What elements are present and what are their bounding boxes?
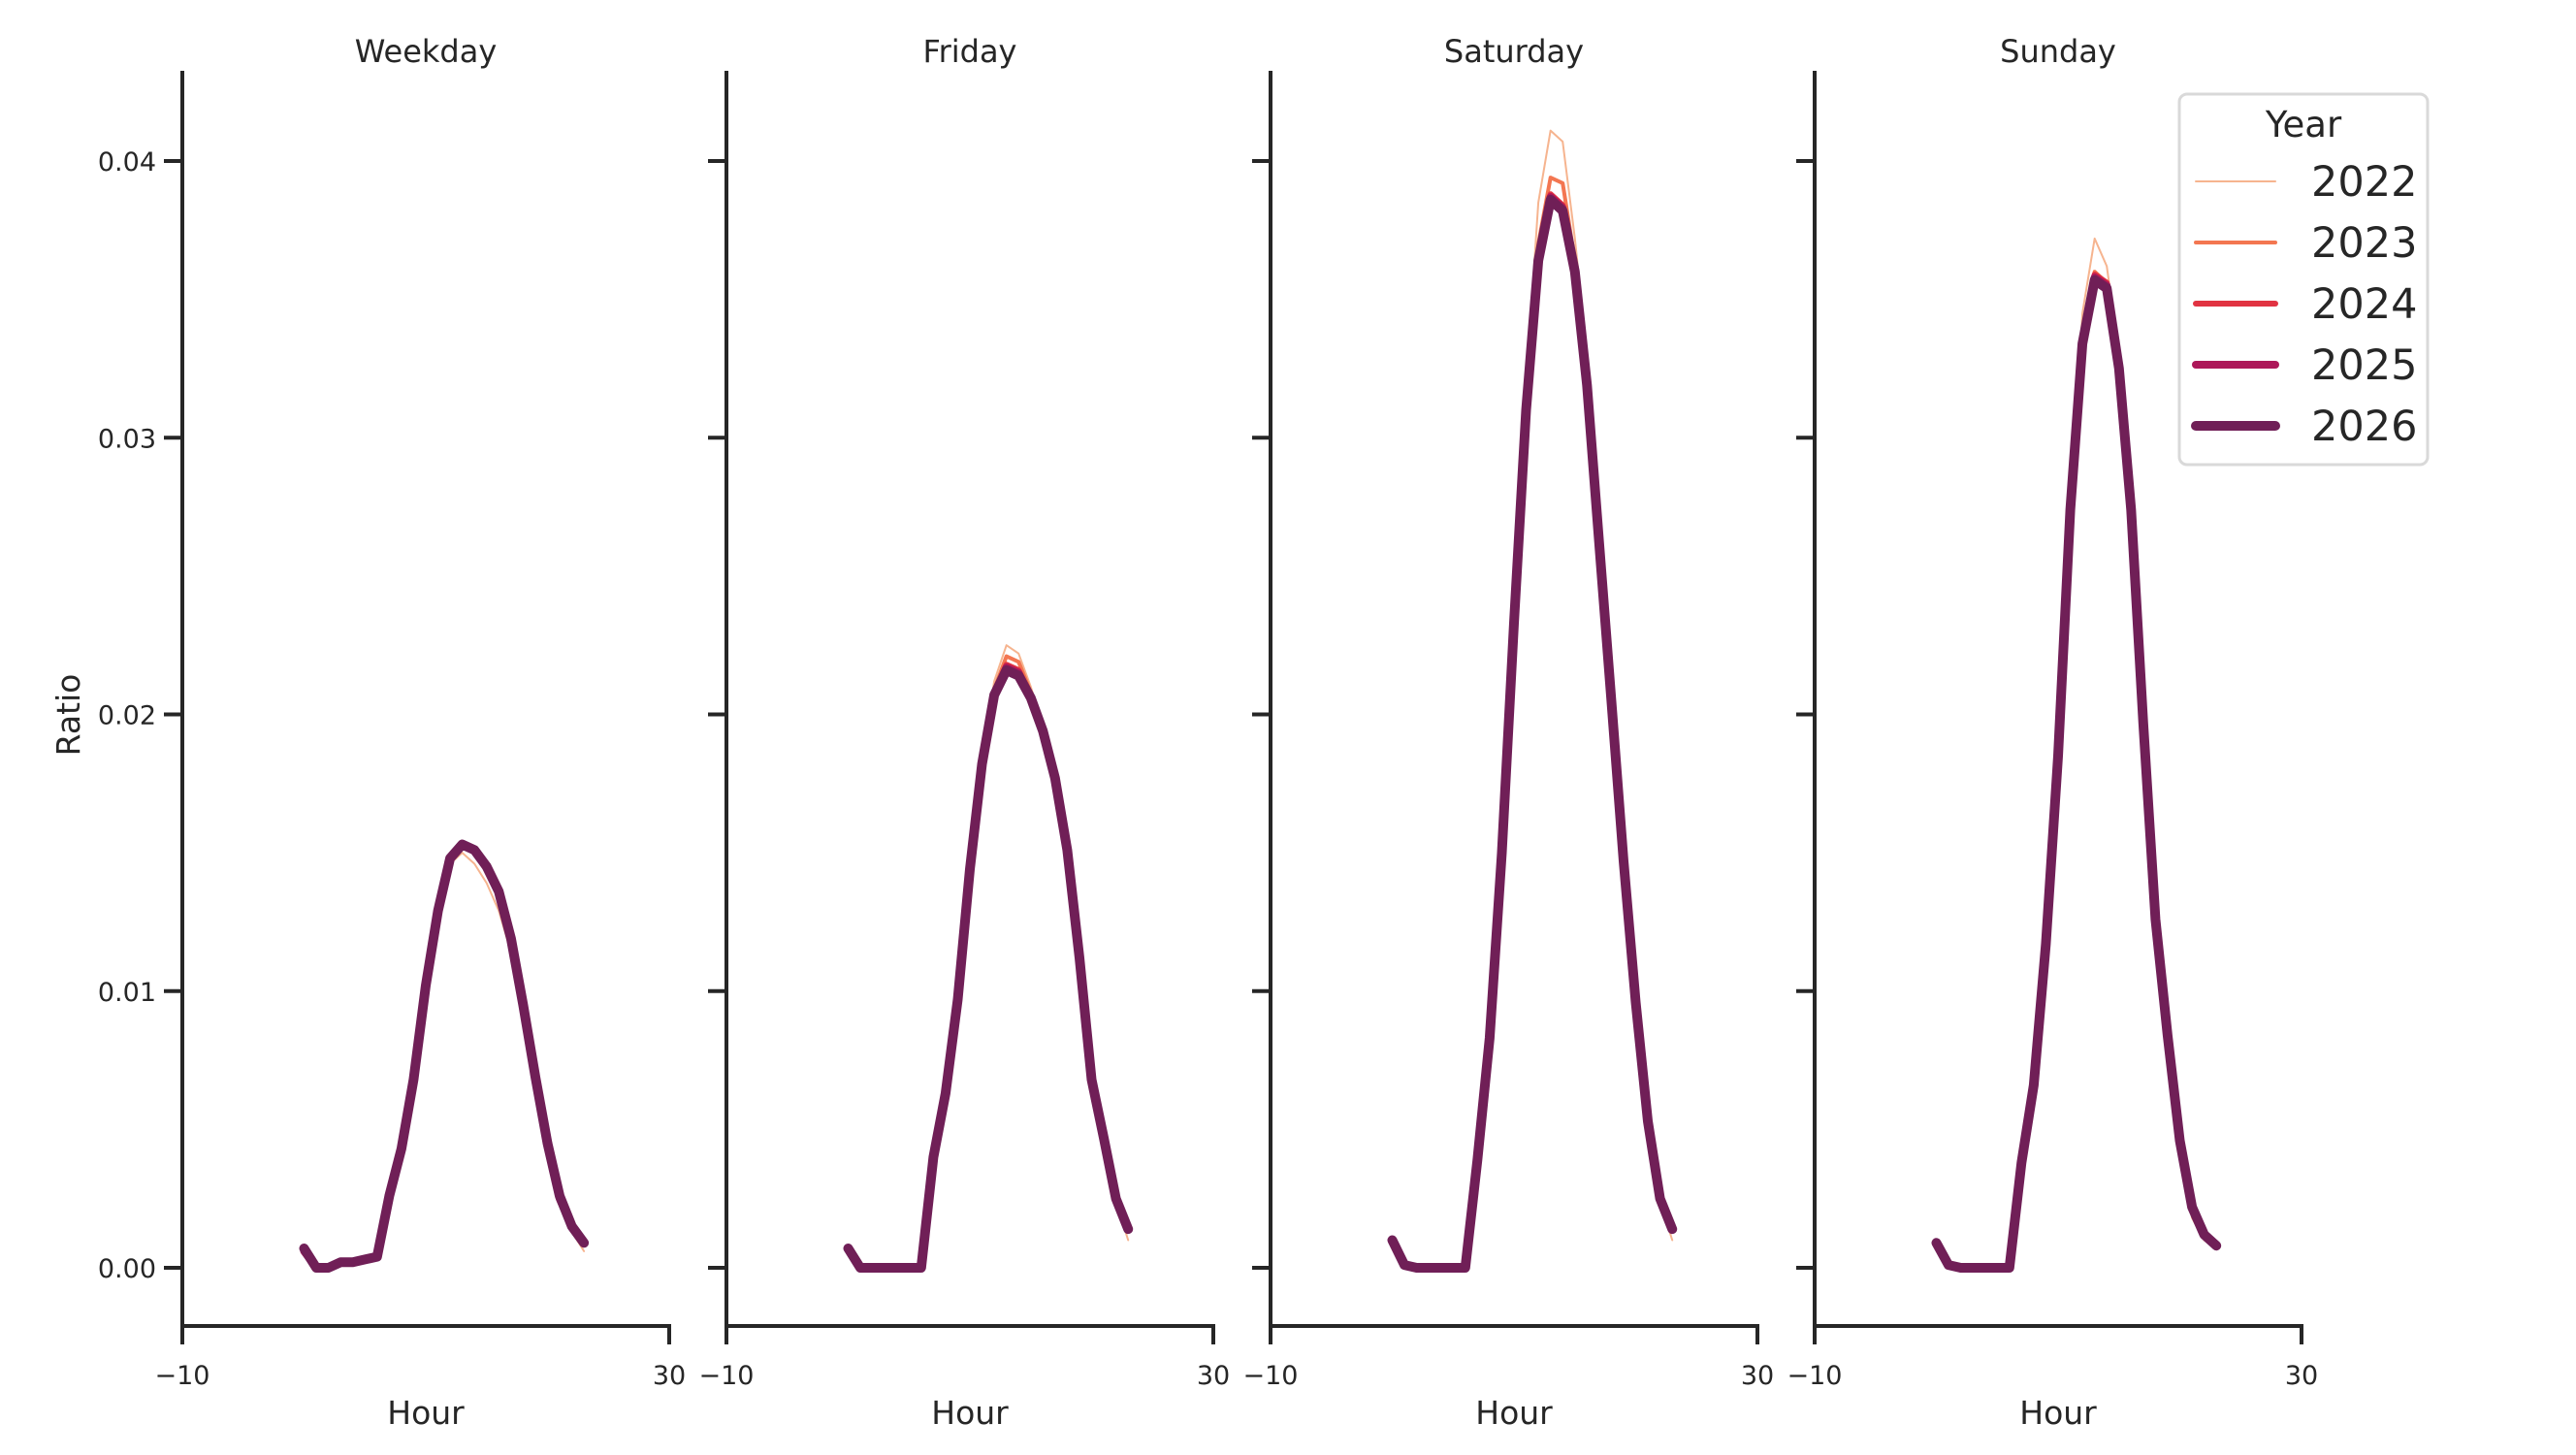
legend-item-2025: 2025 (2192, 341, 2417, 390)
x-tick-label: 30 (1741, 1361, 1774, 1391)
x-axis-label: Hour (1475, 1394, 1553, 1432)
panel-title: Sunday (2000, 33, 2116, 70)
x-tick-label: −10 (699, 1361, 755, 1391)
legend-title: Year (2265, 104, 2342, 146)
y-axis-label: Ratio (49, 674, 87, 757)
legend-item-2022: 2022 (2195, 158, 2417, 207)
series-line-2024 (301, 841, 588, 1271)
series-line-2026 (299, 839, 590, 1273)
panel-title: Friday (923, 33, 1017, 70)
x-tick-label: 30 (653, 1361, 686, 1391)
x-axis-label: Hour (387, 1394, 465, 1432)
x-tick-label: −10 (155, 1361, 210, 1391)
legend-item-2026: 2026 (2191, 403, 2417, 451)
panel-title: Weekday (355, 33, 498, 70)
x-tick-label: −10 (1243, 1361, 1299, 1391)
legend-frame (2177, 92, 2430, 467)
panel-friday: Friday −10 30 Hour (699, 33, 1231, 1432)
legend-label: 2026 (2311, 403, 2417, 451)
series-line-2026 (1931, 275, 2222, 1273)
series-line-2026 (843, 664, 1134, 1273)
panel-weekday: Weekday 0.00 0.01 0.02 0.03 0.04 −10 30 Hour (98, 33, 686, 1432)
x-tick-label: 30 (1197, 1361, 1230, 1391)
series-line-2025 (844, 663, 1133, 1272)
series-line-2022 (303, 852, 586, 1269)
y-tick-label: 0.03 (98, 424, 156, 454)
y-tick-label: 0.02 (98, 701, 156, 731)
series-line-2026 (1387, 194, 1678, 1273)
legend: Year 2022 2023 2024 2025 2026 (2177, 92, 2430, 467)
series-line-2023 (302, 845, 587, 1270)
x-tick-label: 30 (2285, 1361, 2318, 1391)
y-tick-label: 0.01 (98, 978, 156, 1008)
legend-item-2024: 2024 (2193, 280, 2417, 329)
x-axis-label: Hour (931, 1394, 1009, 1432)
x-tick-label: −10 (1787, 1361, 1843, 1391)
legend-label: 2022 (2311, 158, 2417, 207)
x-axis-label: Hour (2019, 1394, 2097, 1432)
panel-sunday: Sunday −10 30 Hour (1787, 33, 2319, 1432)
legend-label: 2025 (2311, 341, 2417, 390)
panel-saturday: Saturday −10 30 Hour (1243, 33, 1775, 1432)
y-tick-label: 0.04 (98, 147, 156, 178)
y-tick-label: 0.00 (98, 1254, 156, 1284)
legend-label: 2023 (2311, 219, 2417, 268)
panel-title: Saturday (1444, 33, 1584, 70)
legend-item-2023: 2023 (2194, 219, 2417, 268)
series-line-2025 (300, 840, 589, 1272)
legend-label: 2024 (2311, 280, 2417, 329)
